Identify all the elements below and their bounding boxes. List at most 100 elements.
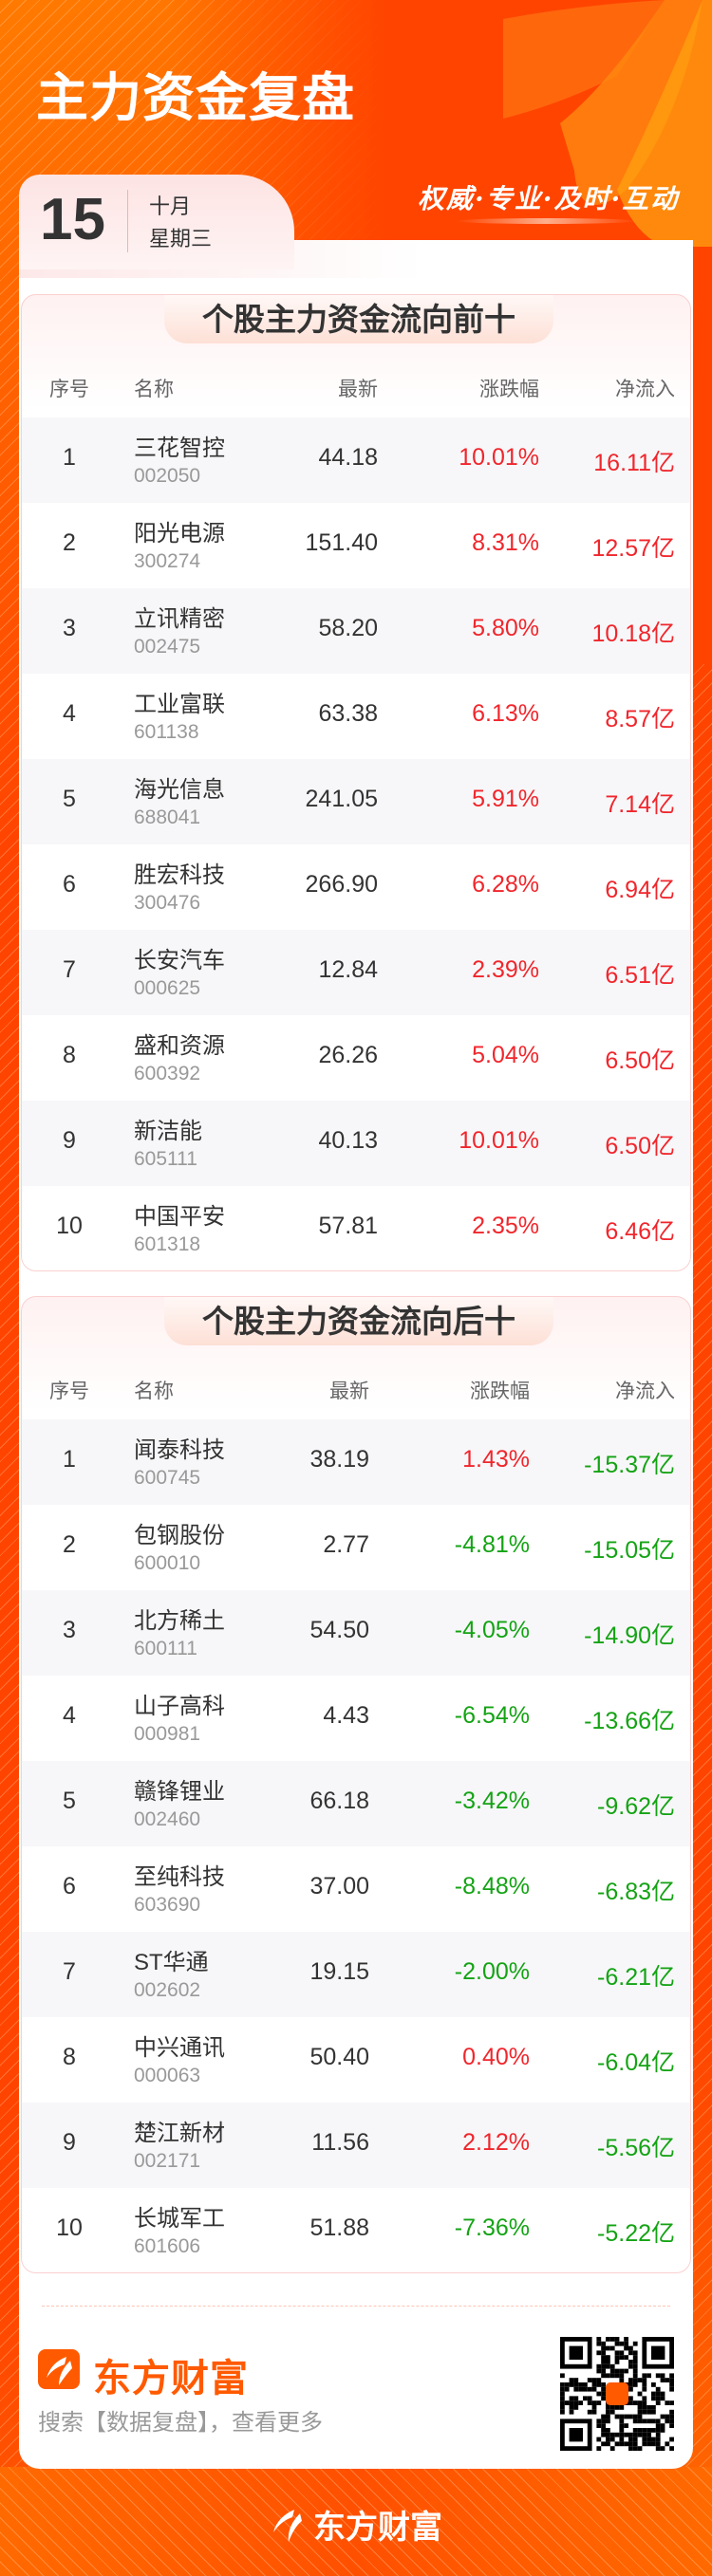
column-header-net: 净流入 bbox=[615, 379, 675, 400]
table-row[interactable]: 4 山子高科 000981 4.43 -6.54% -13.66亿 bbox=[22, 1676, 690, 1761]
cell-name: 闻泰科技 bbox=[134, 1437, 225, 1463]
cell-net: -6.21亿 bbox=[597, 1964, 675, 1991]
table-row[interactable]: 6 至纯科技 603690 37.00 -8.48% -6.83亿 bbox=[22, 1846, 690, 1932]
cell-change: 8.31% bbox=[472, 529, 539, 556]
brand-name: 东方财富 bbox=[93, 2358, 249, 2400]
cell-price: 12.84 bbox=[318, 956, 378, 983]
cell-change: -8.48% bbox=[454, 1873, 530, 1900]
table-row[interactable]: 2 包钢股份 600010 2.77 -4.81% -15.05亿 bbox=[22, 1505, 690, 1590]
table-row[interactable]: 2 阳光电源 300274 151.40 8.31% 12.57亿 bbox=[22, 503, 690, 588]
cell-seq: 4 bbox=[63, 700, 76, 727]
cell-seq: 10 bbox=[56, 1213, 83, 1239]
table-row[interactable]: 5 海光信息 688041 241.05 5.91% 7.14亿 bbox=[22, 759, 690, 844]
cell-name: 新洁能 bbox=[134, 1119, 202, 1144]
cell-code: 000981 bbox=[134, 1723, 201, 1745]
cell-name: 胜宏科技 bbox=[134, 862, 225, 888]
cell-seq: 3 bbox=[63, 615, 76, 641]
table-row[interactable]: 9 楚江新材 002171 11.56 2.12% -5.56亿 bbox=[22, 2103, 690, 2188]
table-row[interactable]: 8 中兴通讯 000063 50.40 0.40% -6.04亿 bbox=[22, 2017, 690, 2103]
cell-net: -6.04亿 bbox=[597, 2049, 675, 2076]
cell-net: -15.05亿 bbox=[584, 1537, 675, 1564]
cell-name: 至纯科技 bbox=[134, 1864, 225, 1890]
column-header-change: 涨跌幅 bbox=[470, 1381, 530, 1402]
cell-net: -13.66亿 bbox=[584, 1708, 675, 1734]
cell-change: 5.91% bbox=[472, 786, 539, 812]
table-row[interactable]: 1 闻泰科技 600745 38.19 1.43% -15.37亿 bbox=[22, 1419, 690, 1505]
cell-price: 58.20 bbox=[318, 615, 378, 641]
top-inflow-table: 个股主力资金流向前十 序号 名称 最新 涨跌幅 净流入 1 三花智控 002050 44.18 1… bbox=[21, 294, 691, 1271]
cell-net: 6.46亿 bbox=[605, 1218, 675, 1245]
table-row[interactable]: 5 赣锋锂业 002460 66.18 -3.42% -9.62亿 bbox=[22, 1761, 690, 1846]
table-header: 序号 名称 最新 涨跌幅 净流入 bbox=[22, 374, 690, 412]
cell-net: -5.22亿 bbox=[597, 2220, 675, 2247]
table-row[interactable]: 3 立讯精密 002475 58.20 5.80% 10.18亿 bbox=[22, 588, 690, 674]
table-row[interactable]: 6 胜宏科技 300476 266.90 6.28% 6.94亿 bbox=[22, 844, 690, 930]
cell-net: 6.50亿 bbox=[605, 1047, 675, 1074]
cell-change: -6.54% bbox=[454, 1702, 530, 1729]
cell-seq: 7 bbox=[63, 1958, 76, 1985]
cell-net: 6.51亿 bbox=[605, 962, 675, 989]
cell-net: 10.18亿 bbox=[591, 621, 675, 647]
cell-code: 600111 bbox=[134, 1638, 197, 1659]
cell-code: 600392 bbox=[134, 1063, 201, 1084]
cell-net: -6.83亿 bbox=[597, 1879, 675, 1905]
cell-seq: 10 bbox=[56, 2215, 83, 2241]
cell-name: 工业富联 bbox=[134, 692, 225, 717]
table-row[interactable]: 10 中国平安 601318 57.81 2.35% 6.46亿 bbox=[22, 1186, 690, 1270]
cell-change: 10.01% bbox=[459, 444, 539, 471]
table-row[interactable]: 3 北方稀土 600111 54.50 -4.05% -14.90亿 bbox=[22, 1590, 690, 1676]
cell-seq: 6 bbox=[63, 1873, 76, 1900]
cell-code: 603690 bbox=[134, 1894, 201, 1916]
table-row[interactable]: 7 ST华通 002602 19.15 -2.00% -6.21亿 bbox=[22, 1932, 690, 2017]
cell-name: 立讯精密 bbox=[134, 606, 225, 632]
cell-code: 000625 bbox=[134, 977, 201, 999]
cell-net: -15.37亿 bbox=[584, 1452, 675, 1478]
table-row[interactable]: 10 长城军工 601606 51.88 -7.36% -5.22亿 bbox=[22, 2188, 690, 2272]
cell-price: 38.19 bbox=[309, 1446, 369, 1473]
cell-name: 中兴通讯 bbox=[134, 2035, 225, 2061]
table-row[interactable]: 7 长安汽车 000625 12.84 2.39% 6.51亿 bbox=[22, 930, 690, 1015]
cell-net: 12.57亿 bbox=[591, 535, 675, 562]
table-row[interactable]: 1 三花智控 002050 44.18 10.01% 16.11亿 bbox=[22, 417, 690, 503]
table-row[interactable]: 9 新洁能 605111 40.13 10.01% 6.50亿 bbox=[22, 1101, 690, 1186]
cell-price: 4.43 bbox=[323, 1702, 369, 1729]
cell-price: 40.13 bbox=[318, 1127, 378, 1154]
table-row[interactable]: 8 盛和资源 600392 26.26 5.04% 6.50亿 bbox=[22, 1015, 690, 1101]
cell-name: 山子高科 bbox=[134, 1694, 225, 1719]
cell-code: 002460 bbox=[134, 1808, 201, 1830]
cell-seq: 4 bbox=[63, 1702, 76, 1729]
qr-code-icon bbox=[560, 2337, 674, 2451]
cell-change: -3.42% bbox=[454, 1788, 530, 1814]
cell-price: 63.38 bbox=[318, 700, 378, 727]
cell-change: 2.12% bbox=[462, 2129, 530, 2156]
cell-name: 盛和资源 bbox=[134, 1033, 225, 1059]
eastmoney-logo-icon bbox=[273, 2509, 302, 2542]
cell-name: 北方稀土 bbox=[134, 1608, 225, 1634]
cell-change: -2.00% bbox=[454, 1958, 530, 1985]
table-row[interactable]: 4 工业富联 601138 63.38 6.13% 8.57亿 bbox=[22, 674, 690, 759]
decorative-ribbon-icon bbox=[503, 0, 712, 247]
cell-change: 2.39% bbox=[472, 956, 539, 983]
cell-code: 688041 bbox=[134, 806, 201, 828]
cell-net: 16.11亿 bbox=[593, 450, 675, 476]
column-header-seq: 序号 bbox=[49, 379, 89, 400]
column-header-name: 名称 bbox=[134, 1381, 174, 1402]
cell-seq: 9 bbox=[63, 1127, 76, 1154]
cell-code: 002171 bbox=[134, 2150, 201, 2172]
cell-price: 19.15 bbox=[309, 1958, 369, 1985]
cell-code: 300274 bbox=[134, 550, 201, 572]
cell-net: 8.57亿 bbox=[605, 706, 675, 732]
cell-code: 002050 bbox=[134, 465, 201, 487]
cell-code: 605111 bbox=[134, 1148, 197, 1170]
date-weekday: 星期三 bbox=[149, 227, 213, 250]
cell-code: 601138 bbox=[134, 721, 199, 743]
cell-price: 26.26 bbox=[318, 1042, 378, 1068]
cell-name: 中国平安 bbox=[134, 1204, 225, 1230]
cell-seq: 8 bbox=[63, 2044, 76, 2070]
cell-code: 000063 bbox=[134, 2065, 201, 2086]
bottom-inflow-table: 个股主力资金流向后十 序号 名称 最新 涨跌幅 净流入 1 闻泰科技 600745 38.19 1… bbox=[21, 1296, 691, 2273]
column-header-price: 最新 bbox=[329, 1381, 369, 1402]
cell-change: 10.01% bbox=[459, 1127, 539, 1154]
cell-seq: 1 bbox=[63, 1446, 76, 1473]
cell-seq: 1 bbox=[63, 444, 76, 471]
